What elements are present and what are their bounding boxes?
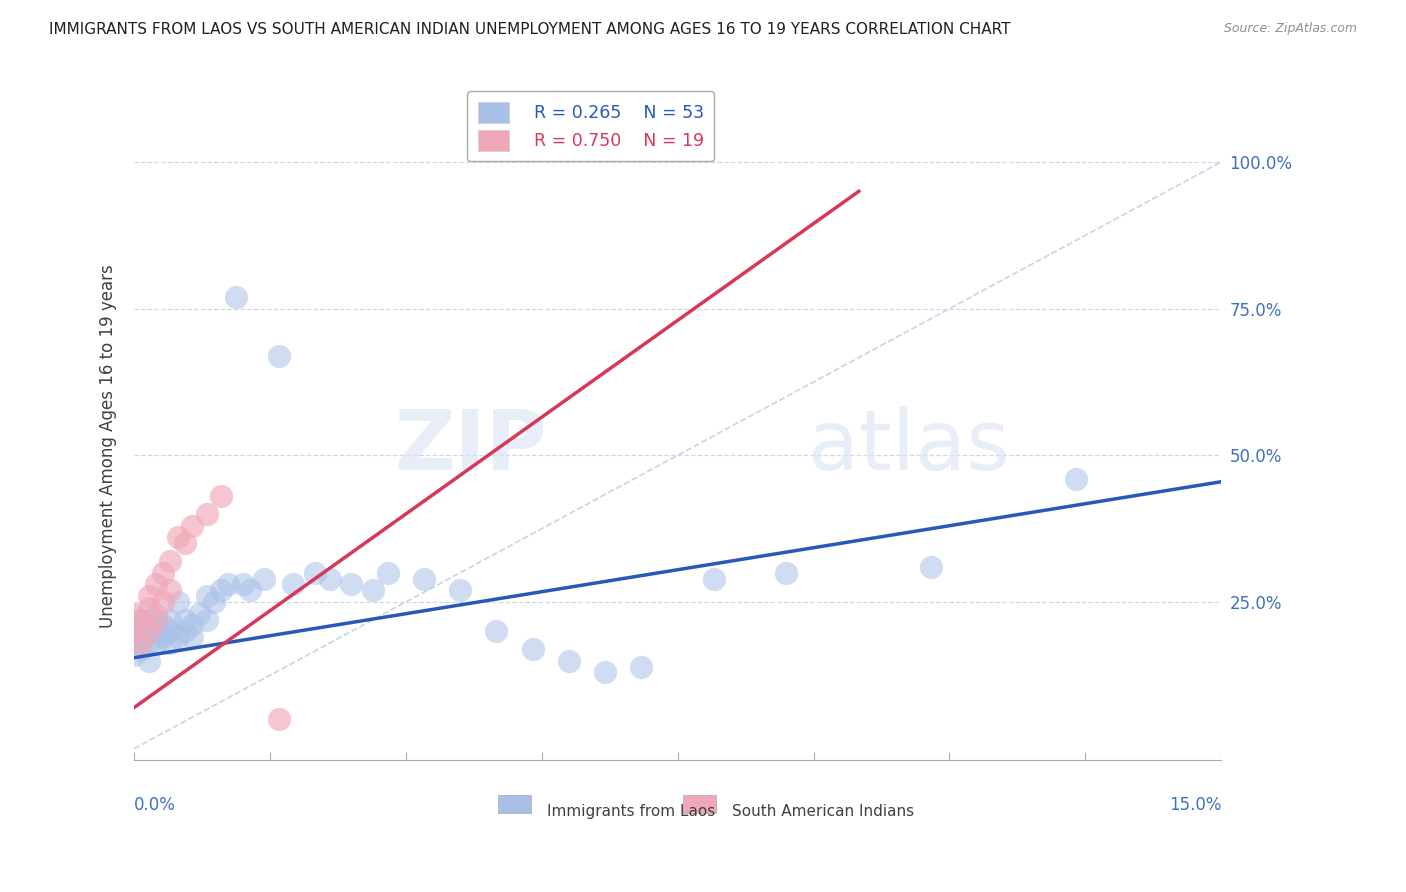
Point <box>129 636 152 650</box>
Point <box>138 636 160 650</box>
Point <box>630 659 652 673</box>
Point <box>159 583 181 598</box>
Point <box>413 572 436 586</box>
Text: atlas: atlas <box>808 406 1010 487</box>
Point <box>145 607 167 621</box>
Point <box>522 641 544 656</box>
Point <box>138 600 160 615</box>
Text: 15.0%: 15.0% <box>1168 796 1222 814</box>
Point <box>319 572 342 586</box>
Point <box>239 583 262 598</box>
Point <box>152 630 174 644</box>
Point <box>485 624 508 639</box>
Point <box>209 583 232 598</box>
Text: IMMIGRANTS FROM LAOS VS SOUTH AMERICAN INDIAN UNEMPLOYMENT AMONG AGES 16 TO 19 Y: IMMIGRANTS FROM LAOS VS SOUTH AMERICAN I… <box>49 22 1011 37</box>
Point <box>145 636 167 650</box>
Point <box>145 613 167 627</box>
Point <box>138 654 160 668</box>
Point <box>122 636 145 650</box>
FancyBboxPatch shape <box>498 795 531 813</box>
Text: Source: ZipAtlas.com: Source: ZipAtlas.com <box>1223 22 1357 36</box>
Point <box>152 618 174 632</box>
Point <box>181 618 204 632</box>
Point <box>152 595 174 609</box>
Point <box>253 572 276 586</box>
Point <box>138 613 160 627</box>
Point <box>129 618 152 632</box>
Point <box>129 613 152 627</box>
Point <box>1064 472 1087 486</box>
Point <box>173 624 195 639</box>
Text: Immigrants from Laos: Immigrants from Laos <box>547 805 716 820</box>
Point <box>145 624 167 639</box>
Point <box>173 613 195 627</box>
Point <box>181 518 204 533</box>
Point <box>138 589 160 603</box>
Point <box>159 613 181 627</box>
Point <box>232 577 254 591</box>
Point <box>195 589 218 603</box>
Point <box>209 489 232 503</box>
Point <box>449 583 471 598</box>
Point <box>377 566 399 580</box>
Point <box>195 613 218 627</box>
Point <box>267 349 290 363</box>
Point <box>188 607 211 621</box>
Point <box>558 654 581 668</box>
Point <box>224 290 246 304</box>
FancyBboxPatch shape <box>683 795 716 813</box>
Text: South American Indians: South American Indians <box>733 805 914 820</box>
Point <box>159 624 181 639</box>
Point <box>138 624 160 639</box>
Point <box>173 536 195 550</box>
Point <box>283 577 305 591</box>
Point <box>166 595 188 609</box>
Point <box>159 554 181 568</box>
Point <box>593 665 616 680</box>
Y-axis label: Unemployment Among Ages 16 to 19 years: Unemployment Among Ages 16 to 19 years <box>100 265 117 628</box>
Point <box>340 577 363 591</box>
Point <box>129 630 152 644</box>
Text: ZIP: ZIP <box>395 406 547 487</box>
Point <box>166 630 188 644</box>
Point <box>267 712 290 726</box>
Point <box>195 507 218 521</box>
Point <box>129 613 152 627</box>
Point <box>138 624 160 639</box>
Point <box>775 566 797 580</box>
Point <box>145 577 167 591</box>
Point <box>361 583 384 598</box>
Point <box>166 531 188 545</box>
Point <box>152 566 174 580</box>
Point <box>920 559 942 574</box>
Point <box>122 624 145 639</box>
Legend:   R = 0.265    N = 53,   R = 0.750    N = 19: R = 0.265 N = 53, R = 0.750 N = 19 <box>467 91 714 161</box>
Text: 0.0%: 0.0% <box>134 796 176 814</box>
Point <box>181 630 204 644</box>
Point <box>122 648 145 662</box>
Point <box>202 595 225 609</box>
Point <box>159 636 181 650</box>
Point <box>129 641 152 656</box>
Point <box>122 624 145 639</box>
Point <box>703 572 725 586</box>
Point <box>217 577 239 591</box>
Point <box>122 607 145 621</box>
Point <box>304 566 326 580</box>
